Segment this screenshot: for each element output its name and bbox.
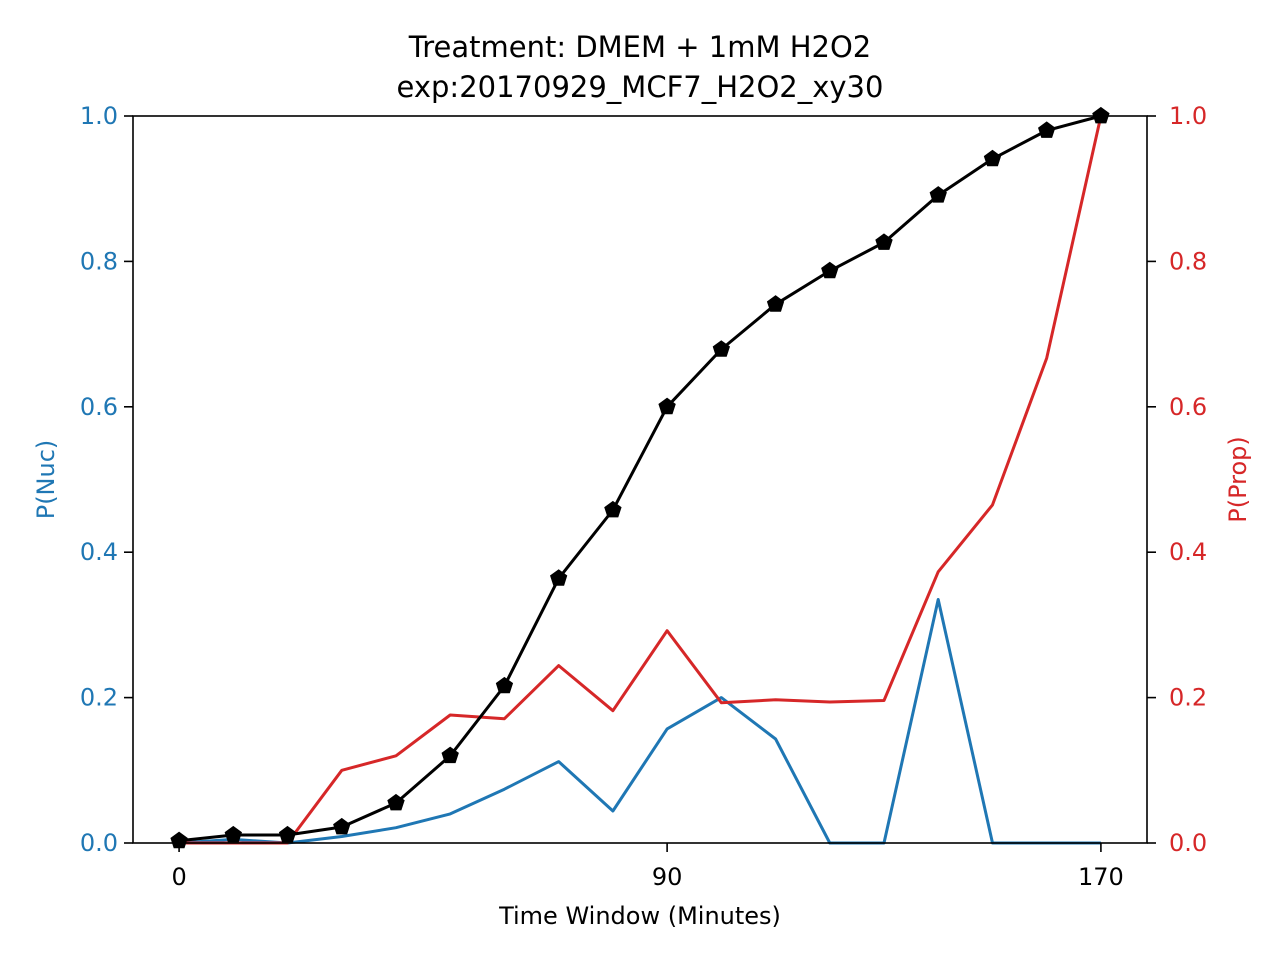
- series-2-point: [604, 500, 622, 518]
- y-right-tick-label: 0.0: [1169, 829, 1207, 857]
- y-left-tick-label: 0.4: [80, 538, 118, 566]
- chart-subtitle: exp:20170929_MCF7_H2O2_xy30: [396, 70, 884, 104]
- series-2-point: [875, 233, 893, 250]
- y-right-tick-label: 0.8: [1169, 247, 1207, 275]
- series-2-point: [766, 295, 785, 312]
- chart-title: Treatment: DMEM + 1mM H2O2: [408, 30, 872, 64]
- series-line-0: [179, 598, 1101, 845]
- y-left-tick-label: 0.8: [80, 247, 118, 275]
- x-axis-label: Time Window (Minutes): [498, 902, 781, 930]
- series-2-point: [278, 825, 297, 843]
- y-axis-right-label: P(Prop): [1224, 436, 1252, 523]
- y-left-tick-label: 0.6: [80, 393, 118, 421]
- series-2-point: [1038, 121, 1056, 138]
- axes-frame: [132, 115, 1148, 844]
- x-tick-label: 0: [171, 863, 186, 891]
- y-right-tick-label: 1.0: [1169, 102, 1207, 130]
- series-2-point: [658, 397, 676, 415]
- y-axis-left-label: P(Nuc): [32, 440, 60, 520]
- series-line-1: [179, 115, 1103, 845]
- y-left-tick-label: 1.0: [80, 102, 118, 130]
- series-2-point: [495, 676, 514, 694]
- series-2-point: [821, 261, 839, 279]
- y-left-tick-label: 0.2: [80, 684, 118, 712]
- series-2-point: [929, 186, 947, 203]
- series-2-point: [441, 746, 459, 764]
- series-2-point: [387, 793, 405, 811]
- series-line-2: [178, 114, 1102, 843]
- x-tick-label: 170: [1078, 863, 1124, 891]
- y-left-tick-label: 0.0: [80, 829, 118, 857]
- series-2-point: [983, 149, 1002, 167]
- x-tick-label: 90: [652, 863, 683, 891]
- y-right-tick-label: 0.6: [1169, 393, 1207, 421]
- series-2-point: [333, 817, 351, 835]
- series-2-point: [550, 569, 568, 586]
- series-layer: [170, 106, 1110, 849]
- series-2-point: [224, 825, 242, 843]
- ticks-layer: 0 90 170 0.0 0.2 0.4 0.6 0.8 1.0 0.0 0.2 0.4 0.6 0.8 1…: [80, 102, 1207, 891]
- y-right-tick-label: 0.4: [1169, 538, 1207, 566]
- series-2-point: [712, 340, 730, 357]
- y-right-tick-label: 0.2: [1169, 684, 1207, 712]
